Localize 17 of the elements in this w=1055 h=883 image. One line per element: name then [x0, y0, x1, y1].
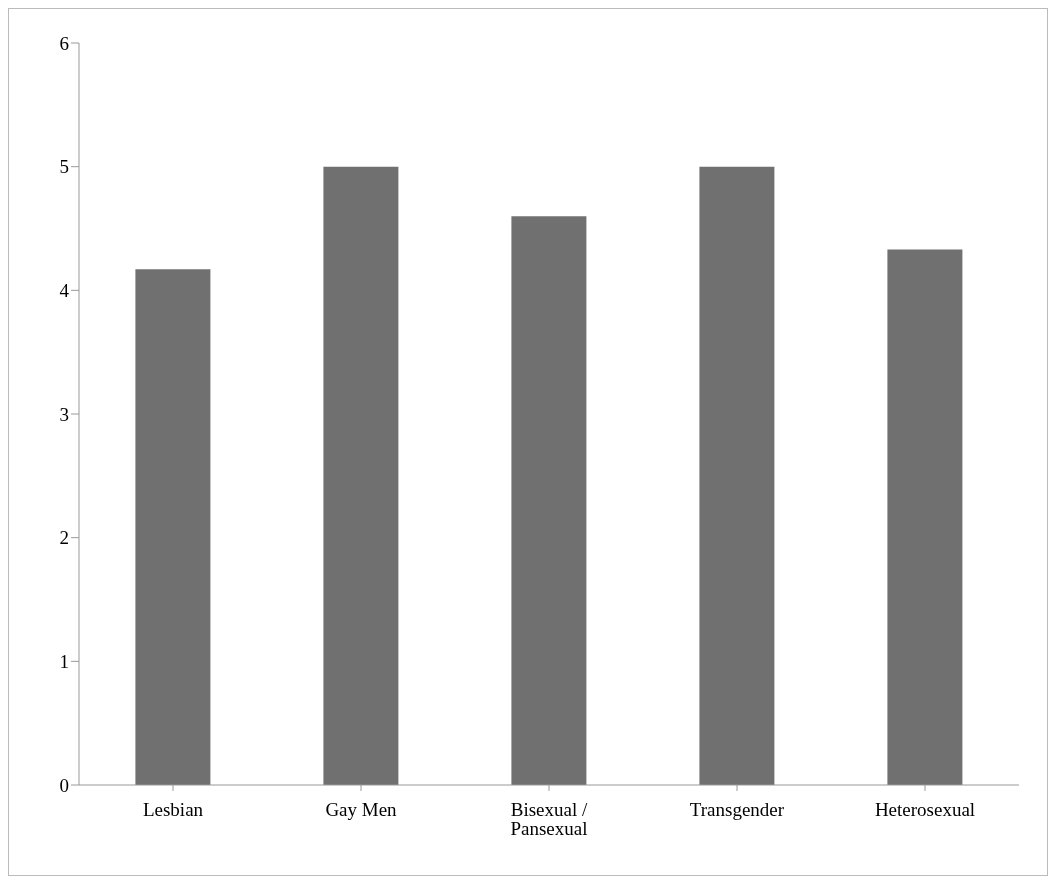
- x-tick-label: Heterosexual: [874, 799, 976, 821]
- y-tick-label: 5: [59, 156, 69, 178]
- x-tick-label: Transgender: [689, 799, 785, 821]
- bar: [887, 249, 963, 785]
- bar: [323, 166, 399, 785]
- y-tick-label: 2: [59, 527, 69, 549]
- bar: [699, 166, 775, 785]
- y-tick-label: 6: [59, 32, 69, 54]
- x-tick-label: Lesbian: [142, 799, 204, 821]
- x-tick-label: Gay Men: [325, 799, 398, 821]
- y-tick-label: 1: [59, 651, 69, 673]
- y-tick-label: 0: [59, 774, 69, 796]
- y-tick-label: 4: [59, 280, 70, 302]
- bar: [135, 269, 211, 785]
- x-tick-label: Bisexual / Pansexual: [510, 799, 588, 840]
- bar: [511, 216, 587, 785]
- y-tick-label: 3: [59, 403, 69, 425]
